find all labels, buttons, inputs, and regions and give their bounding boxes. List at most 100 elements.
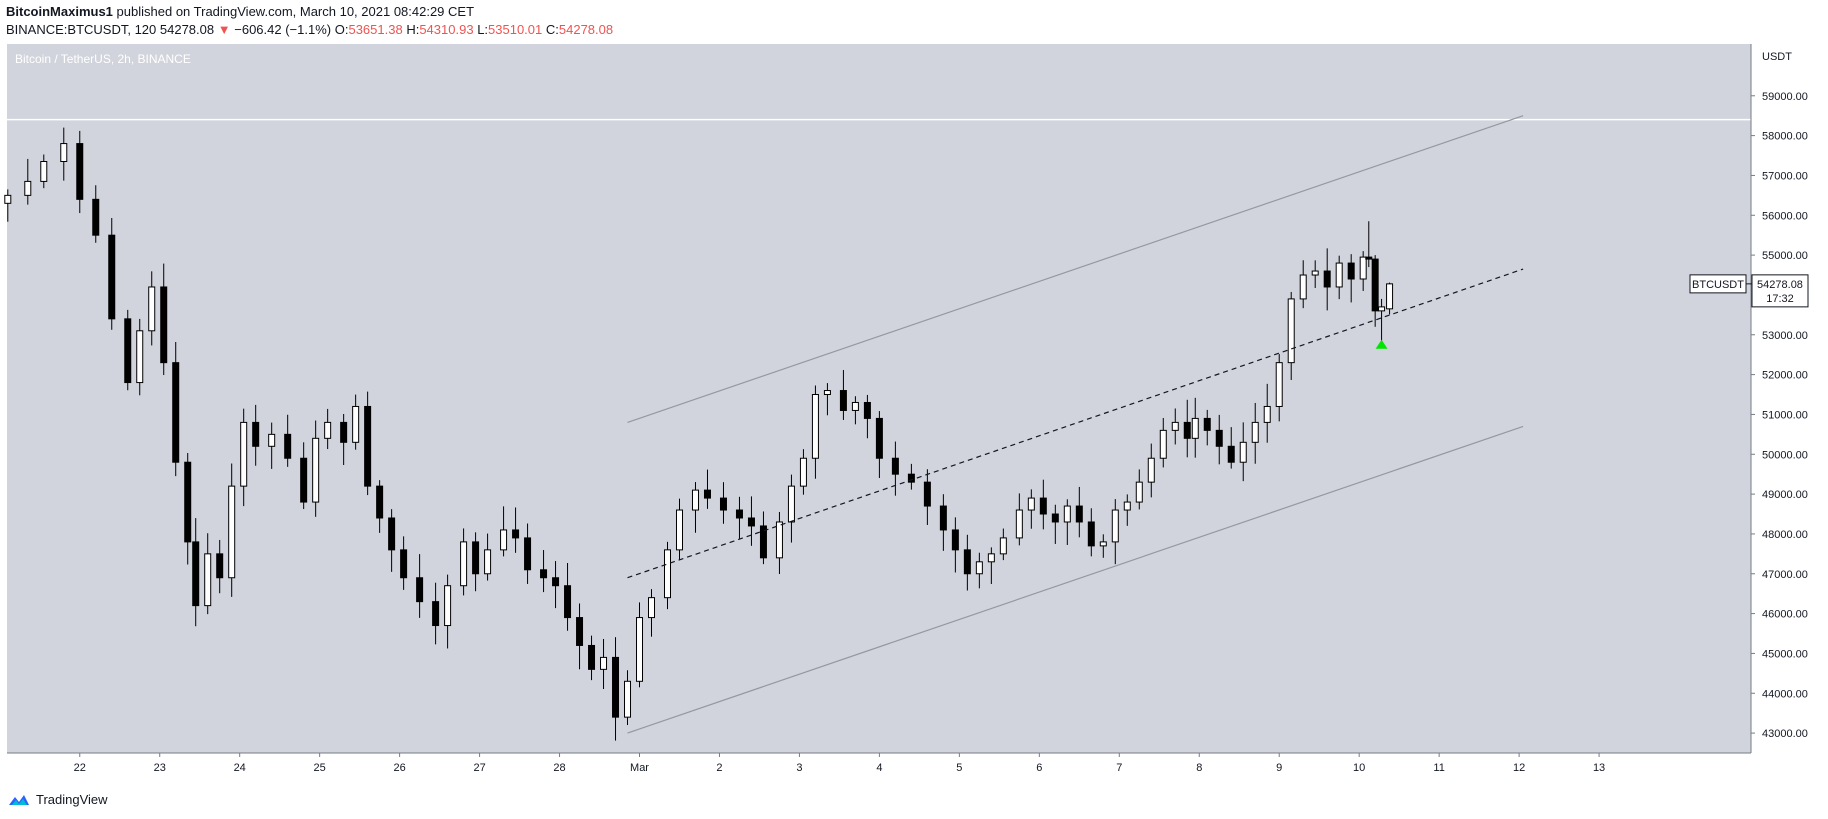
candle-up xyxy=(1359,256,1367,280)
candle-up xyxy=(1027,497,1035,511)
candle-up xyxy=(500,529,508,551)
candle-down xyxy=(552,577,560,587)
candle-down xyxy=(340,421,348,443)
x-tick-label: 8 xyxy=(1196,762,1202,774)
candle-up xyxy=(1287,298,1295,364)
header-line-2: BINANCE:BTCUSDT, 120 54278.08 ▼ −606.42 … xyxy=(6,22,613,37)
candle-down xyxy=(747,517,755,527)
candle-up xyxy=(987,553,995,563)
chart-watermark: Bitcoin / TetherUS, 2h, BINANCE xyxy=(15,52,191,66)
x-tick-label: 22 xyxy=(74,762,86,774)
candle-up xyxy=(675,509,683,551)
x-tick-label: 5 xyxy=(956,762,962,774)
candle-down xyxy=(432,601,440,627)
y-tick-label: 56000.00 xyxy=(1762,210,1808,222)
candle-up xyxy=(460,541,468,587)
y-tick-label: 49000.00 xyxy=(1762,489,1808,501)
candle-up xyxy=(600,656,608,670)
candle-down xyxy=(891,457,899,475)
candle-up xyxy=(1299,274,1307,300)
candle-down xyxy=(1039,497,1047,515)
y-tick-label: 44000.00 xyxy=(1762,688,1808,700)
candle-up xyxy=(1147,457,1155,483)
candle-up xyxy=(60,143,68,163)
y-tick-label: 57000.00 xyxy=(1762,170,1808,182)
candle-down xyxy=(612,656,620,718)
last-price: 54278.08 xyxy=(159,22,215,37)
candle-down xyxy=(1323,270,1331,288)
candle-up xyxy=(1378,306,1386,312)
y-tick-label: 43000.00 xyxy=(1762,728,1808,740)
candle-up xyxy=(1135,481,1143,503)
candle-down xyxy=(108,234,116,320)
candle-up xyxy=(1063,505,1071,523)
candle-down xyxy=(576,617,584,646)
candle-up xyxy=(823,390,831,396)
tradingview-logo-icon xyxy=(9,794,29,805)
channel-middle-dashed-line xyxy=(627,268,1524,579)
candle-down xyxy=(76,143,84,200)
price-axis[interactable] xyxy=(1751,44,1828,753)
candle-down xyxy=(735,509,743,519)
x-tick-label: 6 xyxy=(1036,762,1042,774)
candle-down xyxy=(875,417,883,459)
candle-down xyxy=(939,505,947,531)
x-tick-label: 23 xyxy=(154,762,166,774)
candle-down xyxy=(1183,421,1191,439)
candle-up xyxy=(40,161,48,182)
y-tick-label: 51000.00 xyxy=(1762,409,1808,421)
candle-up xyxy=(636,617,644,682)
footer-brand[interactable]: TradingView xyxy=(36,792,108,807)
candle-up xyxy=(799,457,807,487)
y-tick-label: 52000.00 xyxy=(1762,370,1808,382)
x-tick-label: 2 xyxy=(716,762,722,774)
candle-down xyxy=(1227,445,1235,463)
y-tick-label: 59000.00 xyxy=(1762,91,1808,103)
y-tick-label: 48000.00 xyxy=(1762,529,1808,541)
x-tick-label: 7 xyxy=(1116,762,1122,774)
candle-down xyxy=(1365,256,1373,260)
header-line-1: BitcoinMaximus1 published on TradingView… xyxy=(6,4,474,19)
candle-up xyxy=(1386,283,1394,310)
high-label: H: xyxy=(406,22,420,37)
y-tick-label: 53000.00 xyxy=(1762,330,1808,342)
candle-up xyxy=(24,180,32,196)
price-change: −606.42 (−1.1%) xyxy=(234,22,332,37)
candle-down xyxy=(951,529,959,551)
candle-down xyxy=(192,541,200,607)
author-name[interactable]: BitcoinMaximus1 xyxy=(6,4,113,19)
y-tick-label: 50000.00 xyxy=(1762,449,1808,461)
candle-down xyxy=(92,198,100,236)
candle-up xyxy=(1111,509,1119,543)
candle-up xyxy=(268,433,276,447)
candle-down xyxy=(284,433,292,459)
candle-down xyxy=(184,461,192,543)
candle-up xyxy=(240,421,248,487)
candle-down xyxy=(719,497,727,511)
x-tick-label: 26 xyxy=(393,762,405,774)
price-axis-tag-countdown: 17:32 xyxy=(1766,293,1794,305)
candle-up xyxy=(691,489,699,511)
candle-up xyxy=(1263,405,1271,423)
y-tick-label: 55000.00 xyxy=(1762,250,1808,262)
down-arrow-icon: ▼ xyxy=(217,22,231,37)
x-tick-label: 3 xyxy=(796,762,802,774)
candle-up xyxy=(148,286,156,332)
candle-down xyxy=(839,390,847,411)
candle-down xyxy=(1347,262,1355,280)
candle-up xyxy=(1335,262,1343,288)
candle-up xyxy=(1191,417,1199,439)
x-tick-label: 25 xyxy=(314,762,326,774)
candle-down xyxy=(963,549,971,575)
time-axis[interactable] xyxy=(7,753,1751,782)
candle-up xyxy=(312,437,320,503)
close-label: C: xyxy=(545,22,559,37)
plot-area[interactable]: Bitcoin / TetherUS, 2h, BINANCE xyxy=(7,44,1751,753)
high-value: 54310.93 xyxy=(419,22,474,37)
price-axis-tag xyxy=(1751,274,1809,308)
candle-up xyxy=(4,194,12,204)
candle-down xyxy=(524,537,532,571)
low-value: 53510.01 xyxy=(488,22,543,37)
x-tick-label: 11 xyxy=(1433,762,1444,774)
